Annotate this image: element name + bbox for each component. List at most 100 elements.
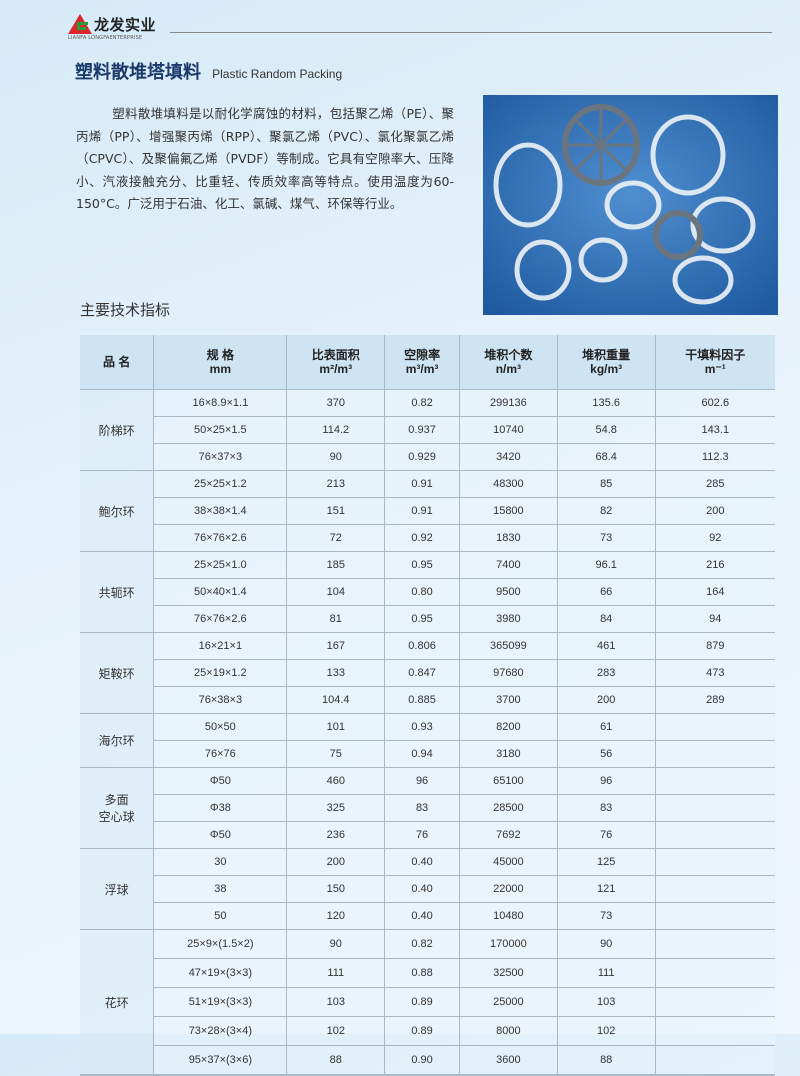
table-cell bbox=[654, 902, 775, 930]
table-row: 25×19×1.2 133 0.847 97680 283 473 bbox=[80, 659, 775, 687]
product-name-cell: 浮球 bbox=[80, 848, 154, 930]
table-row: 76×76 75 0.94 3180 56 bbox=[80, 740, 775, 768]
table-cell: 112.3 bbox=[654, 443, 775, 471]
table-cell: 48300 bbox=[458, 470, 558, 498]
table-cell: 25×25×1.0 bbox=[153, 551, 287, 579]
table-row: 76×37×3 90 0.929 3420 68.4 112.3 bbox=[80, 443, 775, 471]
table-cell: 97680 bbox=[458, 659, 558, 687]
column-header-unit: m³/m³ bbox=[405, 362, 439, 376]
table-cell: 88 bbox=[286, 1045, 385, 1075]
column-header: 比表面积 m²/m³ bbox=[286, 335, 385, 390]
table-cell: 75 bbox=[286, 740, 385, 768]
table-cell: 8200 bbox=[458, 713, 558, 741]
header-divider bbox=[170, 32, 772, 33]
table-row: 海尔环 50×50 101 0.93 8200 61 bbox=[80, 713, 775, 768]
column-header-label: 堆积个数 bbox=[484, 348, 533, 362]
table-cell: 76 bbox=[556, 821, 656, 849]
table-cell: 96 bbox=[556, 767, 656, 795]
table-cell: 133 bbox=[286, 659, 385, 687]
table-cell: 0.40 bbox=[384, 902, 460, 930]
table-cell: 213 bbox=[286, 470, 385, 498]
table-cell: 473 bbox=[654, 659, 775, 687]
table-cell: 95×37×(3×6) bbox=[153, 1045, 287, 1075]
table-cell: 0.40 bbox=[384, 848, 460, 876]
table-cell bbox=[654, 1016, 775, 1046]
table-row: 花环 25×9×(1.5×2) 90 0.82 170000 90 bbox=[80, 929, 775, 1075]
column-header-unit: m⁻¹ bbox=[704, 362, 726, 376]
table-cell: 65100 bbox=[458, 767, 558, 795]
table-cell: 104 bbox=[286, 578, 385, 606]
table-cell: 216 bbox=[654, 551, 775, 579]
table-row: 76×76×2.6 81 0.95 3980 84 94 bbox=[80, 605, 775, 633]
table-cell: 104.4 bbox=[286, 686, 385, 714]
table-cell: 460 bbox=[286, 767, 385, 795]
table-cell: 0.885 bbox=[384, 686, 460, 714]
table-cell: 0.90 bbox=[384, 1045, 460, 1075]
table-cell: 83 bbox=[556, 794, 656, 822]
logo-text: 龙发实业 bbox=[94, 16, 157, 34]
table-cell: 0.80 bbox=[384, 578, 460, 606]
column-header: 堆积个数 n/m³ bbox=[458, 335, 558, 390]
table-cell: 28500 bbox=[458, 794, 558, 822]
table-cell: 76×76 bbox=[153, 740, 287, 768]
table-cell: 61 bbox=[556, 713, 656, 741]
table-row: 阶梯环 16×8.9×1.1 370 0.82 299136 135.6 602.6 bbox=[80, 389, 775, 471]
table-cell: 94 bbox=[654, 605, 775, 633]
table-cell: 38 bbox=[153, 875, 287, 903]
product-name-cell: 阶梯环 bbox=[80, 389, 154, 471]
table-cell: 289 bbox=[654, 686, 775, 714]
table-cell: 185 bbox=[286, 551, 385, 579]
table-cell: 125 bbox=[556, 848, 656, 876]
table-cell: 111 bbox=[556, 958, 656, 988]
table-cell: 10480 bbox=[458, 902, 558, 930]
table-row: 50×40×1.4 104 0.80 9500 66 164 bbox=[80, 578, 775, 606]
table-cell: 370 bbox=[286, 389, 385, 417]
table-cell bbox=[654, 713, 775, 741]
table-cell: 0.95 bbox=[384, 605, 460, 633]
table-cell: 76 bbox=[384, 821, 460, 849]
table-cell: 103 bbox=[286, 987, 385, 1017]
table-row: 共轭环 25×25×1.0 185 0.95 7400 96.1 216 bbox=[80, 551, 775, 633]
page-title-cn: 塑料散堆塔填料 bbox=[75, 62, 201, 83]
table-row: 多面 空心球 Φ50 460 96 65100 96 bbox=[80, 767, 775, 849]
table-row: 73×28×(3×4) 102 0.89 8000 102 bbox=[80, 1016, 775, 1046]
table-row: 47×19×(3×3) 111 0.88 32500 111 bbox=[80, 958, 775, 988]
table-cell: 54.8 bbox=[556, 416, 656, 444]
table-row: 矩鞍环 16×21×1 167 0.806 365099 461 879 bbox=[80, 632, 775, 714]
table-cell: 602.6 bbox=[654, 389, 775, 417]
page-title-en: Plastic Random Packing bbox=[212, 67, 343, 81]
table-cell: 325 bbox=[286, 794, 385, 822]
table-cell: 164 bbox=[654, 578, 775, 606]
table-cell: 135.6 bbox=[556, 389, 656, 417]
table-cell: 200 bbox=[286, 848, 385, 876]
table-cell bbox=[654, 875, 775, 903]
table-cell bbox=[654, 848, 775, 876]
table-cell: 3600 bbox=[458, 1045, 558, 1075]
table-cell: 84 bbox=[556, 605, 656, 633]
table-cell: 0.937 bbox=[384, 416, 460, 444]
table-cell: 461 bbox=[556, 632, 656, 660]
table-cell: 96.1 bbox=[556, 551, 656, 579]
table-cell: 285 bbox=[654, 470, 775, 498]
table-cell: 0.82 bbox=[384, 389, 460, 417]
table-cell: 0.40 bbox=[384, 875, 460, 903]
table-cell: 283 bbox=[556, 659, 656, 687]
table-cell: 0.89 bbox=[384, 1016, 460, 1046]
table-cell: 90 bbox=[286, 443, 385, 471]
table-cell: 15800 bbox=[458, 497, 558, 525]
table-cell: 10740 bbox=[458, 416, 558, 444]
table-cell: 0.93 bbox=[384, 713, 460, 741]
table-cell: 66 bbox=[556, 578, 656, 606]
table-row: 76×76×2.6 72 0.92 1830 73 92 bbox=[80, 524, 775, 552]
product-name-cell: 鲍尔环 bbox=[80, 470, 154, 552]
table-cell: Φ38 bbox=[153, 794, 287, 822]
column-header-label: 空隙率 bbox=[404, 348, 441, 362]
column-header: 空隙率 m³/m³ bbox=[384, 335, 460, 390]
table-cell: 76×76×2.6 bbox=[153, 605, 287, 633]
table-row: 38×38×1.4 151 0.91 15800 82 200 bbox=[80, 497, 775, 525]
product-name-cell: 多面 空心球 bbox=[80, 767, 154, 849]
table-row: 51×19×(3×3) 103 0.89 25000 103 bbox=[80, 987, 775, 1017]
product-photo bbox=[483, 95, 778, 315]
table-cell: 68.4 bbox=[556, 443, 656, 471]
column-header-label: 干填料因子 bbox=[685, 348, 746, 362]
